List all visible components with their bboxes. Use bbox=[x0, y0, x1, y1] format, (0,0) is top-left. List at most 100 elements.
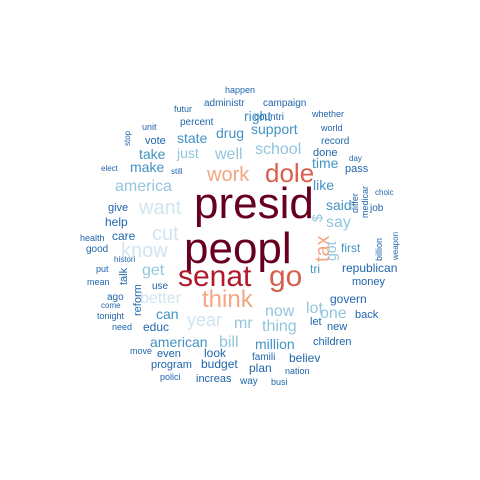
word-cut: cut bbox=[152, 223, 179, 245]
word-one: one bbox=[320, 305, 347, 322]
word-elect: elect bbox=[101, 164, 119, 173]
word-tonight: tonight bbox=[97, 311, 125, 321]
word-administr: administr bbox=[204, 98, 245, 109]
word-peopl: peopl bbox=[184, 224, 292, 273]
word-reform: reform bbox=[132, 284, 144, 316]
word-even: even bbox=[157, 348, 181, 360]
word-look: look bbox=[204, 346, 227, 360]
word-lot: lot bbox=[306, 300, 323, 317]
word-pass: pass bbox=[345, 163, 369, 175]
word-busi: busi bbox=[271, 377, 288, 387]
word-children: children bbox=[313, 336, 352, 348]
word-dole: dole bbox=[265, 158, 314, 188]
word-budget: budget bbox=[201, 357, 238, 371]
word-dollar: $ bbox=[309, 214, 325, 222]
word-presid: presid bbox=[194, 179, 314, 228]
word-still: still bbox=[171, 167, 183, 176]
word-world: world bbox=[320, 123, 343, 133]
word-talk: talk bbox=[118, 267, 130, 285]
word-plan: plan bbox=[249, 361, 272, 375]
word-tax: tax bbox=[312, 235, 334, 262]
word-choic: choic bbox=[375, 188, 394, 197]
word-futur: futur bbox=[174, 104, 192, 114]
word-good: good bbox=[86, 244, 108, 255]
word-want: want bbox=[138, 197, 182, 219]
word-right: right bbox=[244, 108, 271, 124]
word-whether: whether bbox=[311, 109, 344, 119]
word-support: support bbox=[251, 121, 298, 137]
word-take: take bbox=[139, 146, 166, 162]
word-believ: believ bbox=[289, 351, 320, 365]
word-better: better bbox=[140, 290, 182, 307]
word-ago: ago bbox=[107, 292, 124, 303]
word-time: time bbox=[312, 155, 339, 171]
word-famili: famili bbox=[252, 352, 275, 363]
word-american: american bbox=[150, 334, 208, 350]
word-drug: drug bbox=[216, 125, 244, 141]
word-can: can bbox=[156, 306, 179, 322]
word-nation: nation bbox=[285, 366, 310, 376]
word-come: come bbox=[101, 301, 121, 310]
word-now: now bbox=[265, 303, 295, 320]
word-go: go bbox=[269, 260, 302, 293]
word-republican: republican bbox=[342, 261, 397, 275]
word-billion: billion bbox=[374, 238, 384, 261]
word-school: school bbox=[255, 141, 301, 158]
word-new: new bbox=[327, 321, 347, 333]
word-money: money bbox=[352, 276, 386, 288]
word-educ: educ bbox=[143, 320, 169, 334]
word-day: day bbox=[349, 154, 362, 163]
word-program: program bbox=[151, 359, 192, 371]
word-give: give bbox=[108, 202, 128, 214]
word-well: well bbox=[214, 146, 243, 163]
word-tri: tri bbox=[310, 262, 320, 276]
word-vote: vote bbox=[145, 135, 166, 147]
word-percent: percent bbox=[180, 117, 214, 128]
word-polici: polici bbox=[160, 372, 181, 382]
word-like: like bbox=[313, 177, 334, 193]
word-record: record bbox=[321, 136, 349, 147]
word-care: care bbox=[112, 229, 136, 243]
word-use: use bbox=[152, 281, 169, 292]
word-said: said bbox=[326, 197, 352, 213]
word-back: back bbox=[355, 309, 379, 321]
word-know: know bbox=[121, 240, 168, 262]
word-help: help bbox=[105, 215, 128, 229]
word-mr: mr bbox=[234, 315, 253, 332]
word-america: america bbox=[115, 178, 172, 195]
word-happen: happen bbox=[225, 85, 255, 95]
word-unit: unit bbox=[142, 122, 157, 132]
word-million: million bbox=[255, 336, 295, 352]
word-need: need bbox=[112, 322, 132, 332]
word-health: health bbox=[80, 233, 105, 243]
word-bill: bill bbox=[219, 334, 239, 351]
word-put: put bbox=[96, 264, 109, 274]
word-campaign: campaign bbox=[263, 98, 306, 109]
word-stop: stop bbox=[123, 130, 132, 146]
word-get: get bbox=[142, 262, 165, 279]
word-weapon: weapon bbox=[391, 232, 400, 261]
word-increas: increas bbox=[196, 373, 232, 385]
word-work: work bbox=[206, 164, 250, 186]
word-thing: thing bbox=[262, 318, 297, 335]
word-let: let bbox=[310, 316, 322, 328]
word-way: way bbox=[239, 376, 258, 387]
word-make: make bbox=[130, 159, 164, 175]
word-govern: govern bbox=[330, 292, 367, 306]
word-just: just bbox=[176, 145, 199, 161]
word-state: state bbox=[177, 130, 208, 146]
word-got: got bbox=[323, 241, 339, 261]
word-think: think bbox=[202, 286, 254, 313]
word-year: year bbox=[187, 310, 222, 330]
word-say: say bbox=[326, 214, 351, 231]
word-senat: senat bbox=[178, 260, 252, 293]
word-done: done bbox=[313, 147, 337, 159]
word-job: job bbox=[369, 203, 384, 214]
word-differ: differ bbox=[350, 193, 360, 213]
word-histori: histori bbox=[114, 255, 136, 264]
word-mean: mean bbox=[87, 277, 110, 287]
word-medicar: medicar bbox=[360, 186, 370, 218]
word-countri: countri bbox=[254, 112, 284, 123]
word-move: move bbox=[130, 346, 152, 356]
